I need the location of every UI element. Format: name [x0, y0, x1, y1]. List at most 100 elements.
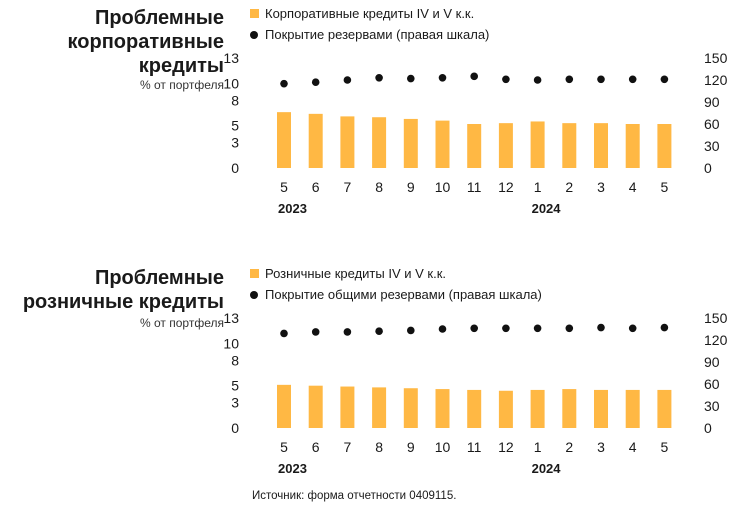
corporate-legend: Корпоративные кредиты IV и V к.к. Покрыт…: [250, 3, 489, 45]
coverage-point: [565, 324, 574, 333]
bar: [340, 386, 355, 428]
coverage-point: [280, 329, 288, 338]
right-axis-tick-label: 90: [704, 354, 720, 370]
left-axis-tick-label: 8: [231, 352, 239, 368]
left-axis-tick-label: 0: [231, 420, 239, 436]
coverage-point: [407, 326, 415, 335]
x-tick-label: 4: [629, 179, 637, 195]
x-tick-label: 2: [565, 179, 573, 195]
bar-swatch-icon: [250, 9, 259, 18]
bar: [467, 389, 482, 428]
x-tick-label: 3: [597, 179, 605, 195]
source-note: Источник: форма отчетности 0409115.: [252, 490, 457, 502]
left-axis-tick-label: 3: [231, 135, 239, 151]
x-tick-label: 1: [534, 179, 542, 195]
left-axis-tick-label: 8: [231, 92, 239, 108]
coverage-point: [311, 328, 320, 336]
corporate-legend-dot-label: Покрытие резервами (правая шкала): [265, 27, 490, 42]
coverage-point: [502, 324, 510, 333]
coverage-point: [407, 74, 415, 83]
right-axis-tick-label: 30: [704, 398, 720, 414]
coverage-point: [375, 327, 383, 335]
coverage-point: [597, 323, 605, 332]
dot-swatch-icon: [250, 290, 258, 299]
x-tick-label: 6: [312, 179, 320, 195]
bar: [403, 388, 418, 428]
right-axis-tick-label: 30: [704, 138, 720, 154]
right-axis-tick-label: 0: [704, 160, 712, 176]
coverage-point: [375, 74, 383, 82]
bar: [435, 120, 450, 168]
right-axis-tick-label: 0: [704, 420, 712, 436]
bar: [562, 123, 577, 168]
retail-legend-dot-entry: Покрытие общими резервами (правая шкала): [250, 284, 542, 305]
bar-swatch-icon: [250, 269, 259, 278]
right-axis-tick-label: 150: [704, 50, 728, 66]
retail-panel-title: Проблемные розничные кредиты: [22, 267, 224, 313]
x-tick-label: 7: [344, 179, 352, 195]
x-tick-label: 12: [498, 439, 514, 455]
bar: [594, 123, 608, 168]
coverage-point: [660, 75, 669, 84]
corporate-legend-bar-entry: Корпоративные кредиты IV и V к.к.: [250, 3, 489, 24]
bar: [530, 121, 545, 168]
coverage-point: [343, 76, 352, 84]
left-axis-tick-label: 10: [223, 335, 239, 351]
left-axis-tick-label: 13: [223, 310, 239, 326]
retail-legend-bar-label: Розничные кредиты IV и V к.к.: [265, 266, 446, 281]
year-label: 2024: [532, 201, 562, 216]
coverage-point: [470, 324, 478, 333]
x-tick-label: 10: [435, 439, 451, 455]
right-axis-tick-label: 60: [704, 116, 720, 132]
left-axis-tick-label: 13: [223, 50, 239, 66]
x-tick-label: 11: [467, 439, 482, 455]
coverage-point: [628, 75, 637, 84]
x-tick-label: 1: [534, 439, 542, 455]
coverage-point: [565, 75, 574, 84]
coverage-point: [311, 78, 320, 86]
coverage-point: [628, 324, 637, 333]
dot-swatch-icon: [250, 30, 258, 39]
corporate-legend-dot-entry: Покрытие резервами (правая шкала): [250, 24, 489, 45]
x-tick-label: 3: [597, 439, 605, 455]
right-axis-tick-label: 60: [704, 376, 720, 392]
x-tick-label: 11: [467, 179, 482, 195]
coverage-point: [502, 75, 510, 84]
bar: [498, 123, 513, 168]
bar: [277, 112, 291, 168]
x-tick-label: 9: [407, 439, 415, 455]
bar: [657, 124, 672, 168]
x-tick-label: 5: [280, 439, 288, 455]
right-axis-tick-label: 150: [704, 310, 728, 326]
coverage-point: [280, 79, 288, 88]
bar: [372, 117, 387, 168]
year-label: 2024: [532, 461, 562, 476]
bar: [594, 389, 608, 428]
coverage-point: [533, 76, 542, 84]
bar: [308, 385, 323, 428]
retail-panel-subtitle: % от портфеля: [140, 316, 224, 330]
coverage-point: [597, 75, 605, 84]
x-tick-label: 8: [375, 179, 383, 195]
x-tick-label: 7: [344, 439, 352, 455]
x-tick-label: 5: [661, 179, 669, 195]
x-tick-label: 12: [498, 179, 514, 195]
left-axis-tick-label: 3: [231, 395, 239, 411]
right-axis-tick-label: 120: [704, 72, 728, 88]
retail-legend: Розничные кредиты IV и V к.к. Покрытие о…: [250, 263, 542, 305]
coverage-point: [438, 74, 447, 82]
bar: [467, 124, 482, 168]
x-tick-label: 6: [312, 439, 320, 455]
retail-legend-bar-entry: Розничные кредиты IV и V к.к.: [250, 263, 542, 284]
bar: [308, 113, 323, 168]
year-label: 2023: [278, 201, 307, 216]
bar: [625, 389, 640, 428]
bar: [562, 389, 577, 428]
bar: [372, 387, 387, 428]
x-tick-label: 10: [435, 179, 451, 195]
coverage-point: [660, 323, 669, 332]
left-axis-tick-label: 0: [231, 160, 239, 176]
corporate-panel-title: Проблемные корпоративные кредиты: [67, 7, 224, 77]
